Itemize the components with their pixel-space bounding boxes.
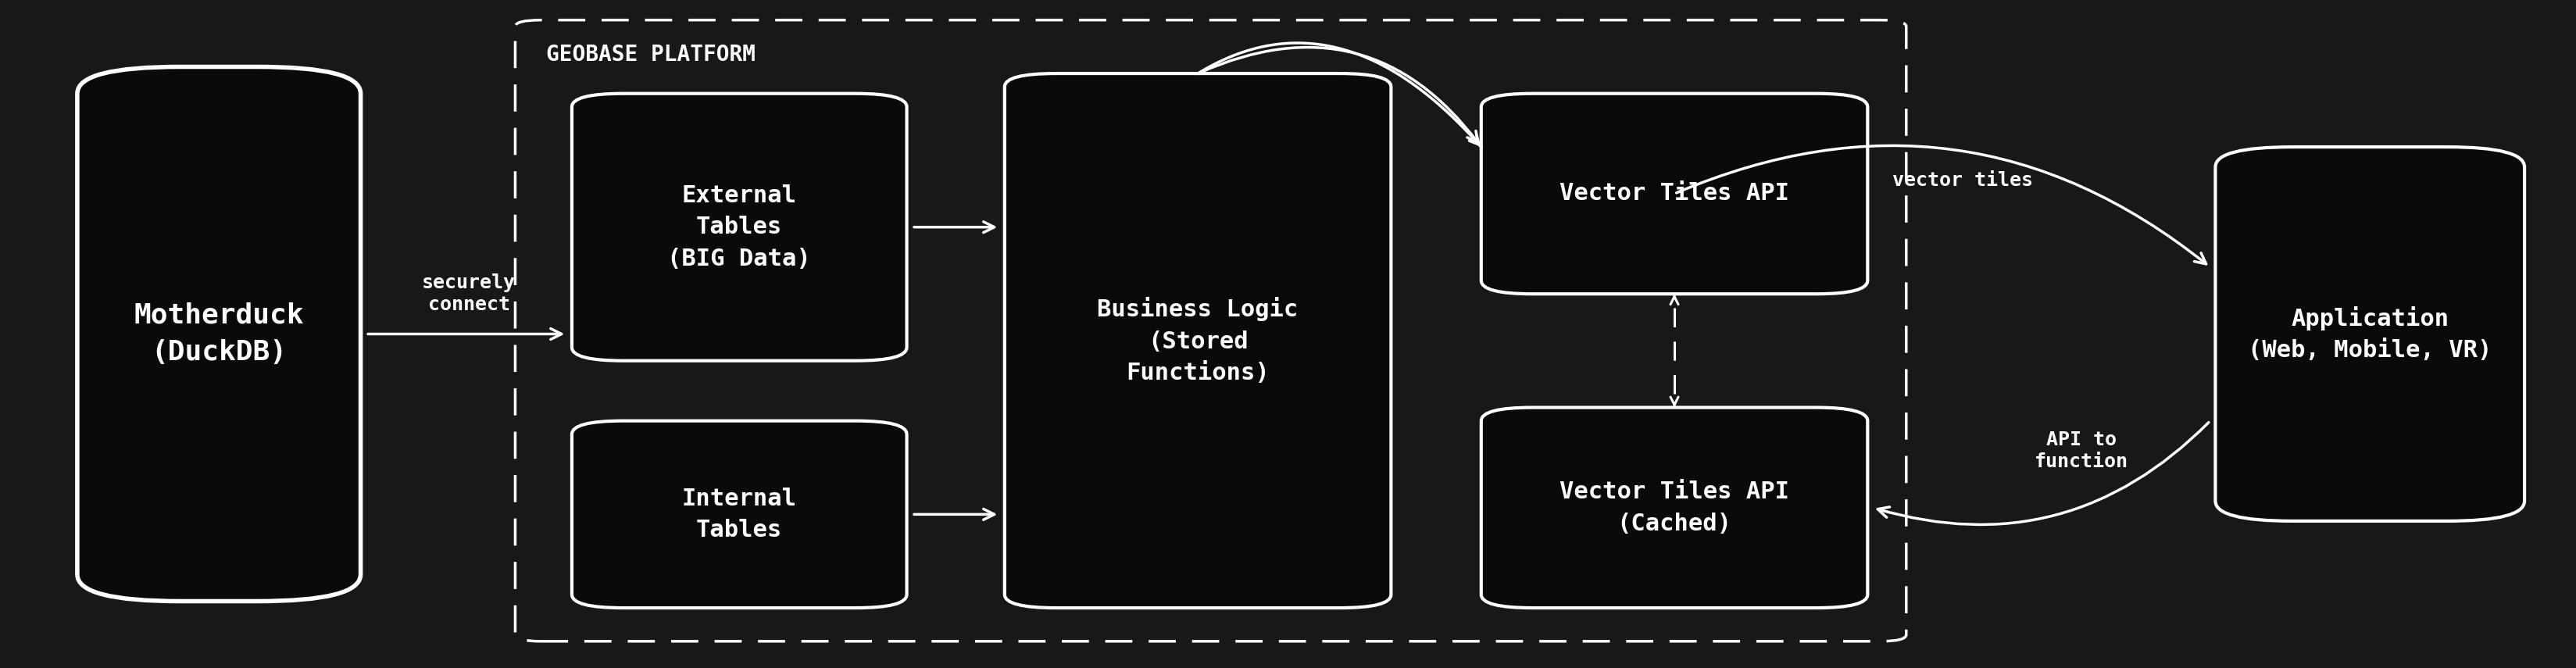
FancyBboxPatch shape: [572, 421, 907, 608]
FancyBboxPatch shape: [1005, 73, 1391, 608]
Text: External
Tables
(BIG Data): External Tables (BIG Data): [667, 184, 811, 270]
FancyBboxPatch shape: [2215, 147, 2524, 521]
Text: Application
(Web, Mobile, VR): Application (Web, Mobile, VR): [2249, 306, 2491, 362]
Text: Vector Tiles API
(Cached): Vector Tiles API (Cached): [1558, 480, 1790, 535]
Text: vector tiles: vector tiles: [1893, 171, 2032, 190]
FancyBboxPatch shape: [77, 67, 361, 601]
FancyBboxPatch shape: [1481, 407, 1868, 608]
Text: Business Logic
(Stored
Functions): Business Logic (Stored Functions): [1097, 297, 1298, 384]
Text: Internal
Tables: Internal Tables: [683, 487, 796, 542]
Text: Vector Tiles API: Vector Tiles API: [1558, 182, 1790, 205]
Text: API to
function: API to function: [2035, 431, 2128, 471]
Text: GEOBASE PLATFORM: GEOBASE PLATFORM: [546, 43, 755, 65]
Text: Motherduck
(DuckDB): Motherduck (DuckDB): [134, 302, 304, 366]
Text: securely
connect: securely connect: [422, 273, 515, 314]
FancyBboxPatch shape: [1481, 94, 1868, 294]
FancyBboxPatch shape: [572, 94, 907, 361]
